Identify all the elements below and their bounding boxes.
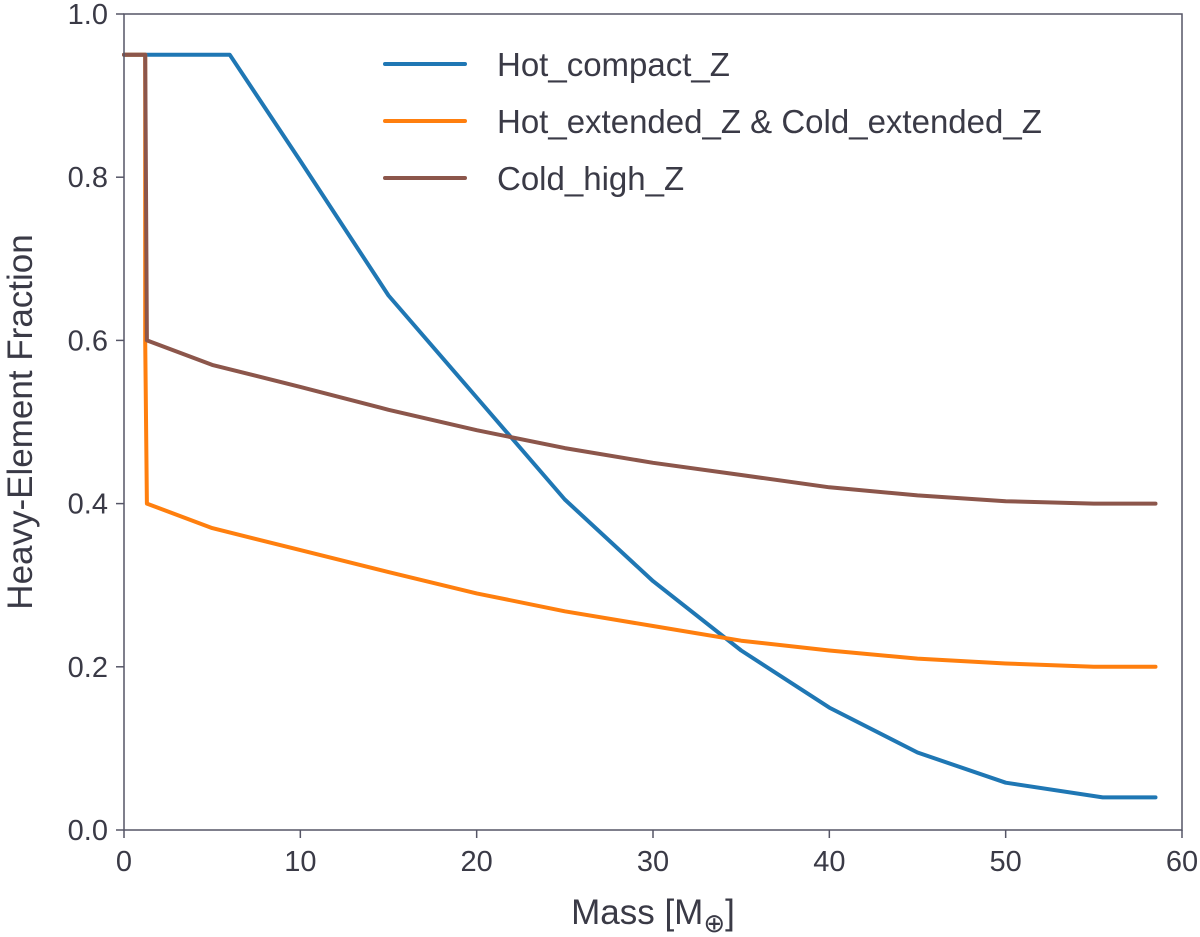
y-tick-label: 1.0 [68, 0, 108, 31]
x-tick-label: 0 [116, 846, 132, 878]
x-tick-label: 30 [637, 846, 669, 878]
y-tick-label: 0.0 [68, 815, 108, 847]
x-tick-label: 40 [813, 846, 845, 878]
x-tick-label: 10 [284, 846, 316, 878]
y-axis: 0.0 0.2 0.4 0.6 0.8 1.0 [68, 0, 124, 847]
x-axis: 0 10 20 30 40 50 60 [116, 830, 1198, 878]
x-tick-label: 50 [990, 846, 1022, 878]
series-line-0 [122, 52, 1158, 800]
series-layer [122, 52, 1158, 800]
y-tick-label: 0.6 [68, 325, 108, 357]
y-axis-label: Heavy-Element Fraction [1, 234, 40, 609]
y-tick-label: 0.4 [68, 489, 108, 521]
x-axis-label: Mass [M⊕] [571, 893, 735, 937]
legend-label: Hot_compact_Z [497, 46, 730, 83]
series-line-2 [122, 52, 1158, 506]
x-tick-label: 20 [461, 846, 493, 878]
x-tick-label: 60 [1166, 846, 1198, 878]
legend-label: Hot_extended_Z & Cold_extended_Z [497, 103, 1042, 140]
x-axis-label-text: Mass [M [571, 893, 703, 932]
series-line-1 [122, 52, 1158, 669]
y-tick-label: 0.2 [68, 652, 108, 684]
legend: Hot_compact_Z Hot_extended_Z & Cold_exten… [383, 46, 1042, 197]
legend-label: Cold_high_Z [497, 160, 684, 197]
x-axis-label-symbol: ⊕ [703, 908, 725, 937]
x-axis-label-close: ] [725, 893, 735, 932]
y-tick-label: 0.8 [68, 162, 108, 194]
